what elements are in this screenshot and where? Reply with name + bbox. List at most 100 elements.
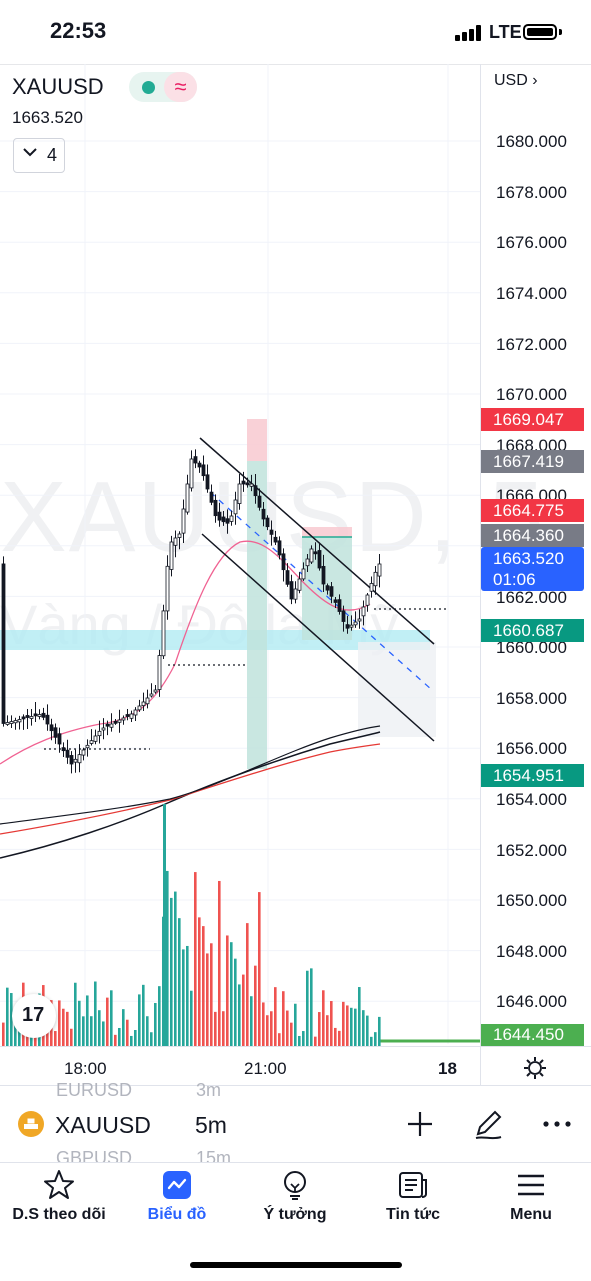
candle-body xyxy=(257,495,262,508)
menu-icon xyxy=(518,1174,544,1196)
candle-body xyxy=(1,563,6,724)
volume-bar xyxy=(58,1000,61,1046)
interval-button[interactable]: 5m xyxy=(195,1112,227,1138)
volume-bar xyxy=(234,958,237,1046)
candle-body xyxy=(221,516,226,523)
candle-body xyxy=(121,717,126,721)
drawing-pen-icon[interactable] xyxy=(470,1106,506,1142)
tab-watchlist[interactable]: D.S theo dõi xyxy=(0,1168,118,1230)
candle-body xyxy=(249,483,254,487)
price-tick: 1646.000 xyxy=(496,992,567,1011)
volume-bar xyxy=(342,1001,345,1046)
chart-symbol-name[interactable]: XAUUSD xyxy=(12,74,104,99)
volume-bar xyxy=(46,1023,49,1046)
chart-pane[interactable] xyxy=(0,64,591,1083)
short-position-stop-zone xyxy=(247,419,267,461)
candle-body xyxy=(41,712,46,718)
price-tick: 1680.000 xyxy=(496,132,567,151)
price-tick: 1678.000 xyxy=(496,183,567,202)
candle-body xyxy=(193,456,198,464)
candle-body xyxy=(165,565,170,612)
volume-bar xyxy=(6,987,9,1046)
volume-bar xyxy=(190,990,193,1046)
market-status-badge[interactable]: ≈ xyxy=(129,72,197,102)
price-tick: 1676.000 xyxy=(496,233,567,252)
candle-body xyxy=(289,581,294,600)
price-tick: 1672.000 xyxy=(496,335,567,354)
volume-bar xyxy=(90,1016,93,1046)
indicators-toggle-button[interactable]: 4 xyxy=(13,138,65,173)
candle-body xyxy=(325,585,330,591)
tab-ideas[interactable]: Ý tưởng xyxy=(236,1168,354,1230)
volume-bar xyxy=(218,880,221,1046)
price-tick: 1654.000 xyxy=(496,790,567,809)
volume-bar xyxy=(338,1030,341,1046)
currency-selector[interactable]: USD › xyxy=(494,72,538,90)
tradingview-logo[interactable]: 17 xyxy=(12,994,56,1038)
signal-icon xyxy=(455,25,483,41)
volume-bar xyxy=(118,1027,121,1046)
volume-bar xyxy=(102,1021,105,1046)
volume-bar xyxy=(226,935,229,1046)
candle-body xyxy=(229,515,234,522)
candle-body xyxy=(177,533,182,538)
price-tick: 1656.000 xyxy=(496,739,567,758)
time-tick: 21:00 xyxy=(244,1059,287,1078)
volume-bar xyxy=(66,1011,69,1046)
candle-body xyxy=(217,511,222,521)
tab-label: Menu xyxy=(510,1206,552,1223)
candle-body xyxy=(33,713,38,717)
candle-body xyxy=(57,733,62,745)
price-chart[interactable] xyxy=(0,64,480,1082)
volume-bar xyxy=(106,997,109,1046)
more-icon[interactable] xyxy=(539,1106,575,1142)
price-tick: 1652.000 xyxy=(496,841,567,860)
zones xyxy=(0,419,436,769)
candle-body xyxy=(169,541,174,570)
ma-black-long xyxy=(0,731,381,859)
volume-bar xyxy=(62,1008,65,1046)
volume-bar xyxy=(14,1023,17,1046)
candle-body xyxy=(253,485,258,497)
candle-body xyxy=(269,529,274,535)
candle-body xyxy=(309,548,314,563)
volume-bar xyxy=(346,1005,349,1046)
candle-body xyxy=(293,588,298,600)
volume-bar xyxy=(358,987,361,1046)
volume-bar xyxy=(94,981,97,1046)
price-tag-target: 1654.951 xyxy=(481,764,584,787)
tab-news[interactable]: Tin tức xyxy=(354,1168,472,1230)
candle-body xyxy=(89,740,94,744)
symbol-search-button[interactable]: XAUUSD xyxy=(55,1112,151,1138)
candle-body xyxy=(157,655,162,690)
candle-body xyxy=(273,536,278,543)
market-open-icon xyxy=(142,81,155,94)
candle-body xyxy=(133,709,138,716)
star-icon xyxy=(44,1170,74,1199)
volume-bar xyxy=(366,1015,369,1046)
candles xyxy=(1,449,382,774)
plus-icon[interactable] xyxy=(402,1106,438,1142)
candle-body xyxy=(29,716,34,719)
volume-bar xyxy=(378,1016,381,1046)
volume-bar xyxy=(142,984,145,1046)
candle-body xyxy=(241,480,246,485)
candle-body xyxy=(85,744,90,749)
gear-icon[interactable] xyxy=(523,1056,547,1080)
volume-bar xyxy=(318,1012,321,1046)
candle-body xyxy=(317,550,322,569)
volume-bar xyxy=(98,1010,101,1046)
candle-body xyxy=(25,715,30,718)
volume-bar xyxy=(334,1027,337,1046)
candle-body xyxy=(337,599,342,612)
candle-body xyxy=(305,558,310,567)
candle-body xyxy=(61,747,66,752)
volume-bar xyxy=(86,995,89,1046)
tab-chart[interactable]: Biểu đồ xyxy=(118,1168,236,1230)
candle-body xyxy=(333,599,338,603)
tab-label: Biểu đồ xyxy=(147,1206,207,1223)
tab-menu[interactable]: Menu xyxy=(472,1168,590,1230)
chart-icon xyxy=(163,1171,191,1199)
ma-black-short xyxy=(0,725,381,825)
volume-bar xyxy=(302,1031,305,1046)
